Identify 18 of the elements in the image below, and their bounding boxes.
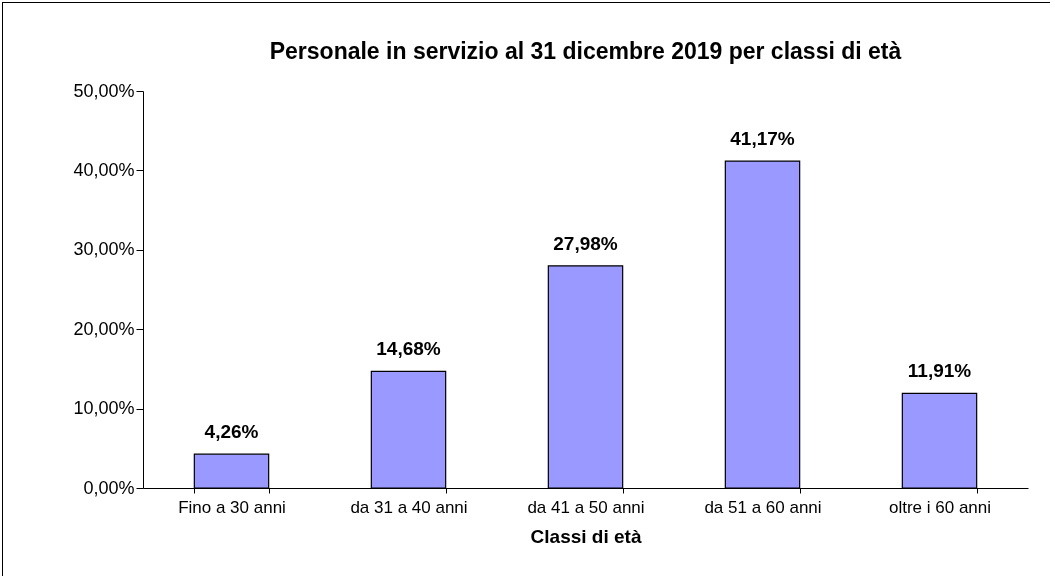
data-label: 4,26%: [204, 421, 259, 443]
data-label: 27,98%: [553, 232, 618, 254]
y-tick-label: 30,00%: [73, 239, 135, 260]
x-tick-label: Fino a 30 anni: [178, 497, 286, 517]
y-tick-label: 40,00%: [73, 159, 135, 180]
x-axis-title: Classi di età: [530, 525, 642, 547]
y-tick-label: 50,00%: [73, 80, 135, 101]
x-tick-label: da 41 a 50 anni: [527, 497, 645, 517]
data-label: 14,68%: [376, 338, 441, 360]
y-tick-label: 0,00%: [83, 477, 135, 498]
y-tick-label: 10,00%: [73, 398, 135, 419]
data-label: 11,91%: [907, 360, 972, 382]
y-tick-label: 20,00%: [73, 318, 135, 339]
x-tick-label: oltre i 60 anni: [888, 497, 992, 517]
x-tick-label: da 51 a 60 anni: [704, 497, 822, 517]
data-label: 41,17%: [730, 128, 795, 150]
x-tick-label: da 31 a 40 anni: [350, 497, 468, 517]
chart-title: Personale in servizio al 31 dicembre 2019 per classi di età: [269, 38, 902, 64]
